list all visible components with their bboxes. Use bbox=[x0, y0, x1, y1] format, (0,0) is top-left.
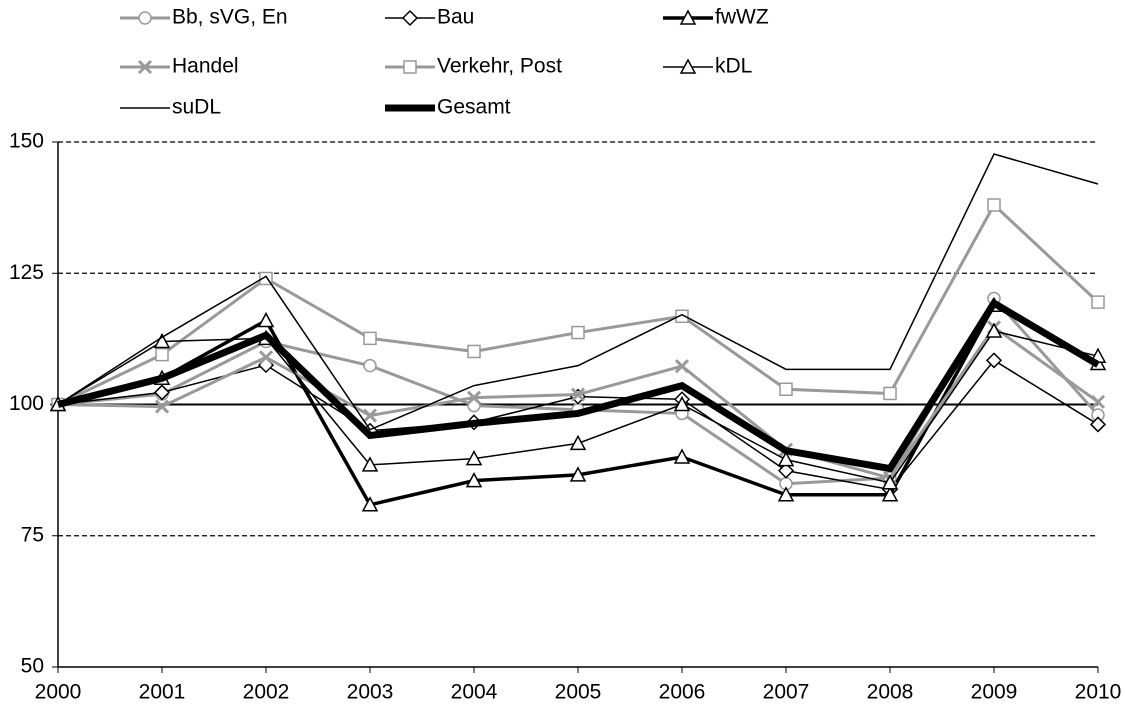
legend-label: Bau bbox=[437, 6, 474, 29]
legend-marker bbox=[401, 9, 419, 27]
marker bbox=[881, 486, 899, 502]
x-tick-label: 2007 bbox=[763, 681, 810, 704]
marker bbox=[673, 448, 691, 464]
marker bbox=[465, 449, 483, 466]
marker bbox=[674, 359, 690, 374]
legend-marker bbox=[138, 11, 152, 25]
marker bbox=[569, 466, 587, 482]
marker bbox=[361, 456, 379, 472]
series-line bbox=[57, 153, 1099, 431]
marker bbox=[153, 332, 171, 349]
y-tick-label: 50 bbox=[21, 655, 44, 678]
marker bbox=[1089, 416, 1107, 433]
marker bbox=[362, 408, 378, 423]
legend-marker bbox=[137, 59, 153, 75]
marker bbox=[154, 399, 170, 414]
marker bbox=[153, 384, 171, 401]
series-line bbox=[57, 298, 1100, 473]
marker bbox=[1091, 295, 1105, 309]
marker bbox=[258, 350, 274, 365]
legend-marker bbox=[679, 58, 697, 74]
marker bbox=[985, 352, 1003, 369]
x-tick-label: 2000 bbox=[35, 681, 82, 704]
x-tick-label: 2008 bbox=[867, 681, 914, 704]
marker bbox=[777, 462, 795, 479]
marker bbox=[883, 386, 897, 401]
legend-label: Verkehr, Post bbox=[437, 55, 562, 78]
marker bbox=[363, 358, 377, 373]
marker bbox=[675, 309, 689, 324]
marker bbox=[467, 344, 481, 359]
x-tick-label: 2006 bbox=[659, 681, 706, 704]
legend-marker bbox=[679, 9, 697, 25]
marker bbox=[987, 198, 1001, 212]
legend-marker bbox=[403, 60, 417, 74]
x-tick-label: 2005 bbox=[555, 681, 602, 704]
legend-label: suDL bbox=[172, 96, 221, 119]
x-tick-label: 2004 bbox=[451, 681, 498, 704]
legend-label: kDL bbox=[715, 55, 752, 78]
y-tick-label: 100 bbox=[9, 392, 44, 415]
x-tick-label: 2010 bbox=[1075, 681, 1122, 704]
legend-label: Handel bbox=[172, 55, 239, 78]
x-tick-label: 2003 bbox=[347, 681, 394, 704]
marker bbox=[465, 472, 483, 488]
legend-label: Gesamt bbox=[437, 96, 511, 119]
marker bbox=[1090, 394, 1106, 409]
y-tick-label: 150 bbox=[9, 130, 44, 153]
marker bbox=[779, 382, 793, 397]
x-tick-label: 2009 bbox=[971, 681, 1018, 704]
marker bbox=[569, 434, 587, 451]
legend-label: fwWZ bbox=[715, 6, 769, 29]
marker bbox=[673, 395, 691, 412]
marker bbox=[466, 390, 482, 405]
marker bbox=[571, 325, 585, 340]
marker bbox=[777, 451, 795, 467]
y-tick-label: 125 bbox=[9, 261, 44, 284]
marker bbox=[881, 474, 899, 490]
marker bbox=[361, 496, 379, 512]
x-tick-label: 2001 bbox=[139, 681, 186, 704]
x-tick-label: 2002 bbox=[243, 681, 290, 704]
marker bbox=[777, 486, 795, 502]
series-line bbox=[57, 202, 1100, 406]
marker bbox=[363, 331, 377, 346]
marker bbox=[155, 347, 169, 362]
legend-label: Bb, sVG, En bbox=[172, 6, 288, 29]
y-tick-label: 75 bbox=[21, 523, 44, 546]
marker bbox=[257, 311, 275, 328]
marker bbox=[570, 387, 586, 402]
marker bbox=[985, 322, 1003, 338]
